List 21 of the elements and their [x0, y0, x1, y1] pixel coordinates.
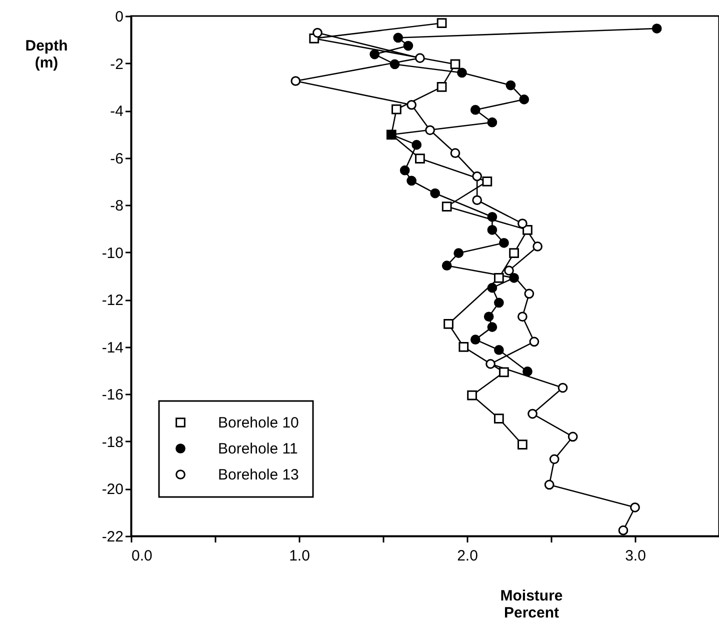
y-axis-title: Depth (m) — [25, 38, 68, 72]
legend-label: Borehole 10 — [218, 414, 299, 432]
y-tick-label: -12 — [102, 292, 124, 310]
y-tick-label: 0 — [115, 8, 124, 26]
y-tick-label: -10 — [102, 244, 124, 262]
y-tick-label: -18 — [102, 434, 124, 451]
x-tick-label: 2.0 — [457, 548, 478, 564]
y-tick-label: -20 — [102, 481, 124, 498]
x-axis-title: Moisture Percent — [500, 588, 563, 622]
y-tick-label: -4 — [110, 103, 124, 120]
legend-label: Borehole 11 — [218, 440, 298, 458]
y-tick-label: -16 — [102, 386, 124, 404]
x-tick-label: 3.0 — [625, 548, 646, 564]
y-tick-label: -14 — [102, 339, 124, 356]
y-tick-label: -6 — [110, 150, 124, 168]
x-tick-label: 0.0 — [132, 548, 152, 564]
y-tick-label: -8 — [110, 198, 124, 215]
y-tick-label: -2 — [110, 56, 124, 73]
y-tick-label: -22 — [102, 528, 124, 546]
legend-label: Borehole 13 — [218, 466, 299, 484]
x-tick-label: 1.0 — [289, 548, 310, 564]
